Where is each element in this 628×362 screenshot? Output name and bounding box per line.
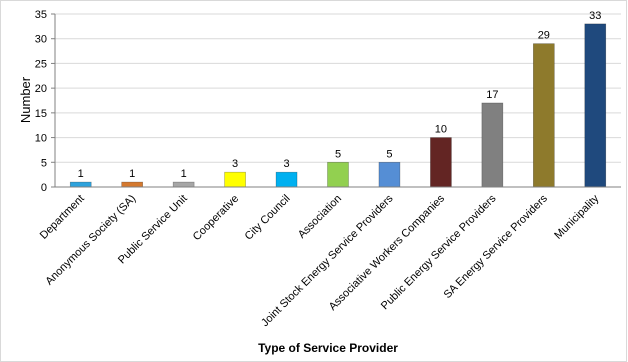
data-label: 33 [589, 10, 601, 22]
y-tick-label: 10 [35, 133, 47, 145]
category-label: Department [38, 193, 87, 242]
data-label: 17 [486, 89, 498, 101]
data-label: 3 [283, 158, 289, 170]
x-axis-title: Type of Service Provider [258, 341, 398, 355]
y-axis-ticks: 0 5 10 15 20 25 30 35 [35, 9, 55, 194]
data-label: 1 [181, 168, 187, 180]
bar [224, 171, 246, 188]
bar [172, 181, 195, 188]
y-tick-label: 35 [35, 9, 47, 21]
bar [584, 23, 607, 188]
bar [533, 43, 555, 188]
bar [69, 181, 92, 188]
data-label: 5 [335, 148, 341, 160]
category-label: Cooperative [191, 193, 241, 243]
data-label: 5 [386, 148, 392, 160]
data-label: 1 [129, 168, 135, 180]
data-label: 3 [232, 158, 238, 170]
bar [275, 171, 298, 188]
y-tick-label: 0 [41, 182, 47, 194]
data-label: 1 [78, 168, 84, 180]
bar [430, 137, 452, 188]
bar [378, 161, 401, 188]
y-tick-label: 5 [41, 157, 47, 169]
y-tick-label: 25 [35, 58, 47, 70]
category-label: Association [296, 193, 344, 241]
gridlines [55, 13, 621, 163]
data-label: 10 [435, 124, 447, 136]
bar [481, 102, 504, 188]
data-label: 29 [538, 30, 550, 42]
category-label: City Council [243, 193, 293, 243]
bar [121, 181, 143, 188]
category-label: Anonymous Society (SA) [43, 193, 138, 288]
y-tick-label: 15 [35, 108, 47, 120]
category-label: SA Energy Service Providers [442, 192, 551, 301]
y-tick-label: 20 [35, 83, 47, 95]
y-tick-label: 30 [35, 34, 47, 46]
bar [327, 161, 349, 188]
category-label: Municipality [552, 192, 601, 241]
y-axis-title: Number [18, 76, 33, 123]
